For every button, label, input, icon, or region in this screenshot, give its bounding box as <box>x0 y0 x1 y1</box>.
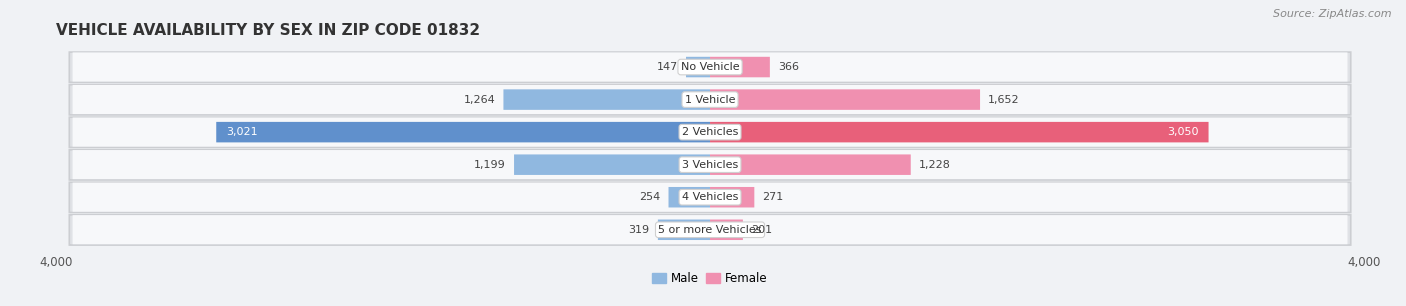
FancyBboxPatch shape <box>73 85 1347 114</box>
FancyBboxPatch shape <box>73 183 1347 212</box>
FancyBboxPatch shape <box>73 118 1347 147</box>
FancyBboxPatch shape <box>668 187 710 207</box>
FancyBboxPatch shape <box>69 182 1351 213</box>
FancyBboxPatch shape <box>515 155 710 175</box>
FancyBboxPatch shape <box>69 150 1351 180</box>
FancyBboxPatch shape <box>69 52 1351 82</box>
Text: 201: 201 <box>751 225 772 235</box>
FancyBboxPatch shape <box>217 122 710 142</box>
Text: 5 or more Vehicles: 5 or more Vehicles <box>658 225 762 235</box>
Legend: Male, Female: Male, Female <box>648 268 772 290</box>
FancyBboxPatch shape <box>710 187 755 207</box>
FancyBboxPatch shape <box>503 89 710 110</box>
FancyBboxPatch shape <box>710 122 1209 142</box>
FancyBboxPatch shape <box>69 85 1351 115</box>
Text: 2 Vehicles: 2 Vehicles <box>682 127 738 137</box>
Text: 3 Vehicles: 3 Vehicles <box>682 160 738 170</box>
FancyBboxPatch shape <box>710 57 770 77</box>
Text: 1,264: 1,264 <box>464 95 495 105</box>
Text: 1,228: 1,228 <box>920 160 950 170</box>
Text: 3,050: 3,050 <box>1167 127 1199 137</box>
FancyBboxPatch shape <box>69 117 1351 147</box>
FancyBboxPatch shape <box>710 155 911 175</box>
Text: 366: 366 <box>778 62 799 72</box>
FancyBboxPatch shape <box>73 150 1347 179</box>
Text: No Vehicle: No Vehicle <box>681 62 740 72</box>
FancyBboxPatch shape <box>710 219 742 240</box>
FancyBboxPatch shape <box>73 215 1347 244</box>
Text: 3,021: 3,021 <box>226 127 257 137</box>
Text: 1,652: 1,652 <box>988 95 1019 105</box>
Text: 319: 319 <box>628 225 650 235</box>
Text: Source: ZipAtlas.com: Source: ZipAtlas.com <box>1274 9 1392 19</box>
FancyBboxPatch shape <box>710 89 980 110</box>
Text: VEHICLE AVAILABILITY BY SEX IN ZIP CODE 01832: VEHICLE AVAILABILITY BY SEX IN ZIP CODE … <box>56 23 481 38</box>
FancyBboxPatch shape <box>69 215 1351 245</box>
Text: 254: 254 <box>640 192 661 202</box>
Text: 1 Vehicle: 1 Vehicle <box>685 95 735 105</box>
Text: 147: 147 <box>657 62 678 72</box>
Text: 1,199: 1,199 <box>474 160 506 170</box>
Text: 4 Vehicles: 4 Vehicles <box>682 192 738 202</box>
FancyBboxPatch shape <box>686 57 710 77</box>
Text: 271: 271 <box>762 192 783 202</box>
FancyBboxPatch shape <box>73 52 1347 81</box>
FancyBboxPatch shape <box>658 219 710 240</box>
